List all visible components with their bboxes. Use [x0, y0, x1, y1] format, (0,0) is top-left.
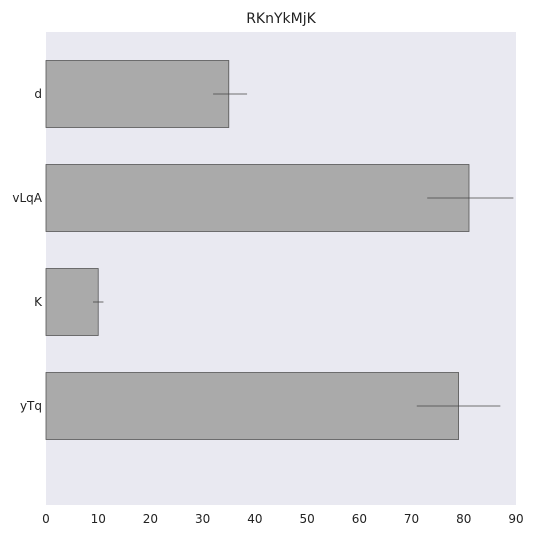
x-axis-ticks: 0 10 20 30 40 50 60 70 80 90	[42, 512, 523, 526]
x-tick-label: 30	[195, 512, 210, 526]
y-category-label: d	[34, 87, 42, 101]
y-category-label: K	[34, 295, 43, 309]
x-tick-label: 80	[456, 512, 471, 526]
x-tick-label: 70	[404, 512, 419, 526]
x-tick-label: 90	[508, 512, 523, 526]
bar-yTq	[45, 372, 459, 440]
x-tick-label: 40	[247, 512, 262, 526]
bars-layer	[45, 60, 470, 440]
bar-K	[45, 268, 99, 336]
bar-d	[45, 60, 230, 128]
error-bars-layer	[93, 93, 514, 407]
bar-vLqA	[45, 164, 470, 232]
x-tick-label: 60	[352, 512, 367, 526]
x-tick-label: 0	[42, 512, 50, 526]
y-category-label: vLqA	[12, 191, 42, 205]
x-tick-label: 50	[299, 512, 314, 526]
chart-title: RKnYkMjK	[246, 11, 316, 27]
x-tick-label: 10	[91, 512, 106, 526]
y-category-label: yTq	[20, 399, 42, 413]
x-tick-label: 20	[143, 512, 158, 526]
